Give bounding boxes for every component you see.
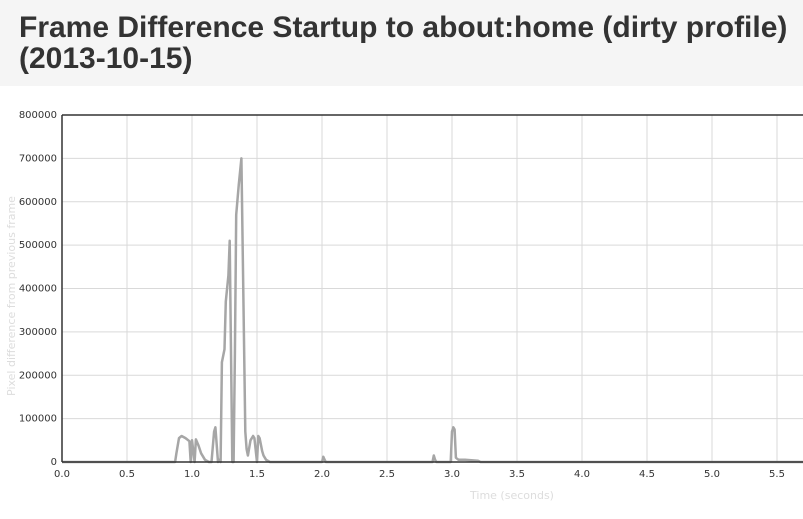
grid-layer xyxy=(61,114,803,463)
series-layer xyxy=(62,157,803,464)
chart-container: 0.0 0.5 1.0 1.5 2.0 2.5 3.0 3.5 4.0 4.5 5.0 5.5 0 100… xyxy=(0,86,803,514)
line-chart: 0.0 0.5 1.0 1.5 2.0 2.5 3.0 3.5 4.0 4.5 5.0 5.5 0 100… xyxy=(5,110,803,502)
x-tick-label: 5.0 xyxy=(704,469,720,480)
x-tick-label: 1.0 xyxy=(184,469,200,480)
x-tick-label: 3.5 xyxy=(509,469,525,480)
page-title: Frame Difference Startup to about:home (… xyxy=(19,11,788,75)
y-axis-label: Pixel difference from previous frame xyxy=(5,196,18,396)
x-axis-label: Time (seconds) xyxy=(469,489,554,502)
x-tick-label: 3.0 xyxy=(444,469,460,480)
y-tick-label: 600000 xyxy=(19,197,57,208)
x-tick-label: 5.5 xyxy=(769,469,785,480)
series-line xyxy=(62,157,803,464)
x-tick-label: 4.0 xyxy=(574,469,590,480)
y-tick-label: 400000 xyxy=(19,284,57,295)
x-tick-label: 1.5 xyxy=(249,469,265,480)
y-tick-label: 0 xyxy=(51,457,57,468)
x-tick-label: 0.5 xyxy=(119,469,135,480)
x-tick-label: 2.5 xyxy=(379,469,395,480)
y-tick-label: 800000 xyxy=(19,110,57,121)
y-tick-label: 300000 xyxy=(19,327,57,338)
x-tick-label: 2.0 xyxy=(314,469,330,480)
x-tick-label: 4.5 xyxy=(639,469,655,480)
x-tick-label: 0.0 xyxy=(54,469,70,480)
y-tick-label: 100000 xyxy=(19,414,57,425)
y-tick-label: 500000 xyxy=(19,240,57,251)
axis-layer xyxy=(61,114,803,463)
page-header: Frame Difference Startup to about:home (… xyxy=(0,0,803,86)
y-tick-label: 700000 xyxy=(19,153,57,164)
y-tick-label: 200000 xyxy=(19,370,57,381)
tick-layer: 0.0 0.5 1.0 1.5 2.0 2.5 3.0 3.5 4.0 4.5 5.0 5.5 0 100… xyxy=(19,110,785,480)
